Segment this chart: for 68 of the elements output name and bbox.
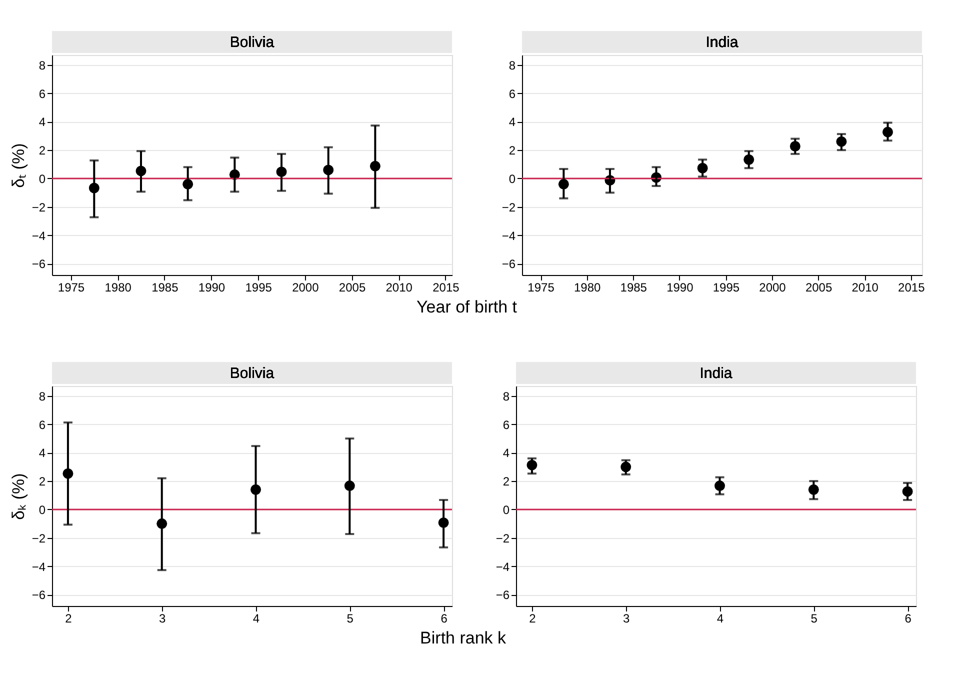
y-tick-label: 4 [38, 115, 46, 130]
x-tick-label: 6 [440, 612, 448, 626]
y-tick-label: −4 [32, 228, 46, 243]
y-tick-label: 6 [502, 418, 510, 432]
x-tick-label: 2010 [386, 280, 413, 294]
y-tick-label: −2 [32, 200, 46, 214]
y-tick-label: 4 [508, 115, 516, 130]
x-tick-label: 3 [159, 612, 166, 626]
y-tick-label: −6 [496, 588, 510, 602]
chart-title: Bolivia [230, 365, 275, 382]
x-tick-label: 2000 [759, 280, 786, 294]
y-tick-label: 0 [38, 502, 46, 517]
y-tick-label: −4 [32, 560, 46, 574]
y-tick-label: −2 [32, 531, 46, 546]
y-axis-title: δₜ (%) [8, 143, 28, 188]
y-tick-label: −6 [32, 257, 46, 272]
y-axis-title: δₖ (%) [8, 473, 28, 520]
x-axis-title: Birth rank k [420, 628, 507, 648]
y-tick-label: 6 [38, 86, 46, 101]
y-tick-label: 8 [38, 58, 46, 72]
x-tick-label: 2015 [898, 280, 926, 294]
x-tick-label: 2015 [432, 280, 460, 294]
y-tick-label: 2 [502, 474, 510, 489]
x-tick-label: 4 [716, 612, 724, 626]
x-tick-label: 1990 [198, 280, 226, 294]
y-tick-label: 2 [38, 474, 46, 489]
y-tick-label: 6 [38, 418, 46, 432]
y-tick-label: 0 [38, 172, 46, 186]
y-tick-label: 0 [508, 172, 516, 186]
y-tick-label: −2 [502, 200, 516, 214]
x-tick-label: 2010 [852, 280, 879, 294]
x-tick-label: 1985 [620, 280, 648, 294]
x-tick-label: 2005 [805, 280, 832, 294]
x-axis-title: Year of birth t [416, 298, 518, 316]
x-tick-label: 1990 [666, 280, 694, 294]
y-tick-label: 0 [502, 502, 510, 517]
y-tick-label: −6 [32, 588, 46, 602]
x-tick-label: 2000 [292, 280, 320, 294]
y-tick-label: 8 [508, 58, 516, 72]
y-tick-label: −4 [502, 228, 516, 243]
x-tick-label: 1975 [58, 280, 85, 294]
x-tick-label: 2 [529, 612, 536, 626]
x-tick-label: 2 [65, 612, 72, 626]
y-tick-label: 2 [508, 144, 516, 158]
y-tick-label: 4 [502, 446, 510, 460]
y-tick-label: −2 [496, 531, 510, 546]
x-tick-label: 3 [623, 612, 630, 626]
x-tick-label: 1995 [712, 280, 740, 294]
y-tick-label: 2 [38, 144, 46, 158]
chart-title: India [700, 365, 733, 382]
x-tick-label: 2005 [338, 280, 366, 294]
x-tick-label: 5 [810, 612, 818, 626]
y-tick-label: −4 [496, 560, 510, 574]
x-tick-label: 4 [252, 612, 260, 626]
y-tick-label: 8 [502, 389, 510, 404]
y-tick-label: −6 [502, 257, 516, 272]
x-tick-label: 1995 [245, 280, 272, 294]
x-tick-label: 5 [346, 612, 354, 626]
y-tick-label: 6 [508, 86, 516, 101]
chart-title: India [706, 34, 739, 51]
x-tick-label: 1980 [574, 280, 601, 294]
x-tick-label: 6 [904, 612, 912, 626]
x-tick-label: 1975 [528, 280, 555, 294]
y-tick-label: 4 [38, 446, 46, 460]
y-tick-label: 8 [38, 389, 46, 404]
x-tick-label: 1985 [152, 280, 179, 294]
chart-title: Bolivia [230, 34, 275, 51]
x-tick-label: 1980 [104, 280, 132, 294]
